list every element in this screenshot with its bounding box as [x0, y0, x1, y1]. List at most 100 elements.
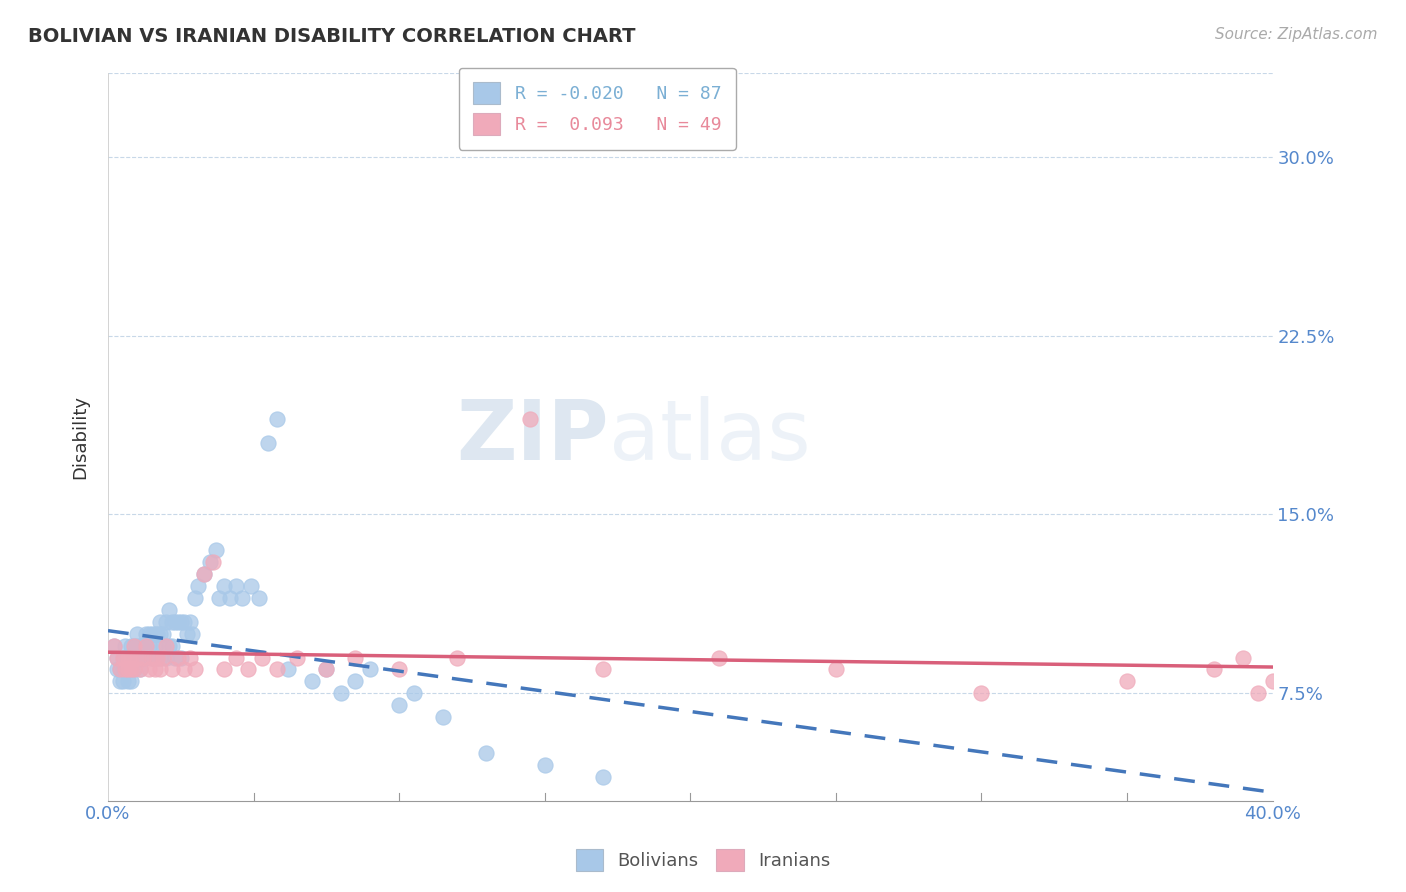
Point [127, 639, 149, 653]
Point [160, 663, 183, 677]
Point [170, 615, 193, 629]
Point [120, 674, 142, 689]
Point [132, 650, 155, 665]
Point [1116, 674, 1139, 689]
Point [160, 639, 183, 653]
Point [135, 639, 157, 653]
Point [163, 650, 186, 665]
Point [824, 663, 846, 677]
Point [122, 663, 145, 677]
Point [122, 639, 145, 653]
Point [285, 650, 308, 665]
Point [111, 650, 134, 665]
Point [432, 710, 454, 724]
Point [138, 626, 160, 640]
Text: atlas: atlas [609, 396, 810, 477]
Point [402, 686, 425, 700]
Point [266, 663, 288, 677]
Point [105, 663, 128, 677]
Point [105, 650, 128, 665]
Point [111, 674, 134, 689]
Point [143, 639, 166, 653]
Point [108, 663, 131, 677]
Point [214, 663, 236, 677]
Point [173, 615, 195, 629]
Point [247, 591, 270, 605]
Point [592, 770, 614, 784]
Point [132, 650, 155, 665]
Point [179, 615, 201, 629]
Point [170, 650, 193, 665]
Point [970, 686, 993, 700]
Point [117, 663, 139, 677]
Point [592, 663, 614, 677]
Point [214, 579, 236, 593]
Point [122, 650, 145, 665]
Point [114, 663, 136, 677]
Point [207, 591, 229, 605]
Text: BOLIVIAN VS IRANIAN DISABILITY CORRELATION CHART: BOLIVIAN VS IRANIAN DISABILITY CORRELATI… [28, 27, 636, 45]
Point [239, 579, 262, 593]
Point [129, 639, 152, 653]
Point [181, 626, 204, 640]
Point [122, 663, 145, 677]
Point [141, 650, 163, 665]
Point [111, 663, 134, 677]
Legend: Bolivians, Iranians: Bolivians, Iranians [568, 842, 838, 879]
Point [103, 639, 125, 653]
Point [146, 626, 169, 640]
Point [120, 663, 142, 677]
Point [114, 663, 136, 677]
Point [127, 650, 149, 665]
Point [105, 650, 128, 665]
Point [315, 663, 337, 677]
Point [187, 579, 209, 593]
Point [257, 436, 280, 450]
Point [132, 639, 155, 653]
Point [155, 650, 177, 665]
Point [709, 650, 731, 665]
Point [1247, 686, 1270, 700]
Point [138, 663, 160, 677]
Point [146, 650, 169, 665]
Point [167, 615, 190, 629]
Point [388, 698, 411, 713]
Point [103, 639, 125, 653]
Point [359, 663, 381, 677]
Point [446, 650, 468, 665]
Point [135, 650, 157, 665]
Point [388, 663, 411, 677]
Point [114, 639, 136, 653]
Point [127, 626, 149, 640]
Legend: R = -0.020   N = 87, R =  0.093   N = 49: R = -0.020 N = 87, R = 0.093 N = 49 [458, 68, 735, 150]
Point [155, 615, 177, 629]
Point [266, 412, 288, 426]
Point [193, 567, 215, 582]
Point [120, 639, 142, 653]
Point [225, 579, 247, 593]
Point [236, 663, 259, 677]
Point [157, 603, 180, 617]
Point [143, 626, 166, 640]
Point [117, 663, 139, 677]
Point [344, 674, 367, 689]
Point [252, 650, 274, 665]
Point [163, 615, 186, 629]
Text: ZIP: ZIP [456, 396, 609, 477]
Point [120, 650, 142, 665]
Point [184, 663, 207, 677]
Y-axis label: Disability: Disability [72, 395, 89, 479]
Point [138, 639, 160, 653]
Point [519, 412, 541, 426]
Point [301, 674, 323, 689]
Point [111, 650, 134, 665]
Point [141, 650, 163, 665]
Point [533, 757, 555, 772]
Point [201, 555, 224, 569]
Point [122, 639, 145, 653]
Point [193, 567, 215, 582]
Point [219, 591, 242, 605]
Point [117, 663, 139, 677]
Point [146, 650, 169, 665]
Point [315, 663, 337, 677]
